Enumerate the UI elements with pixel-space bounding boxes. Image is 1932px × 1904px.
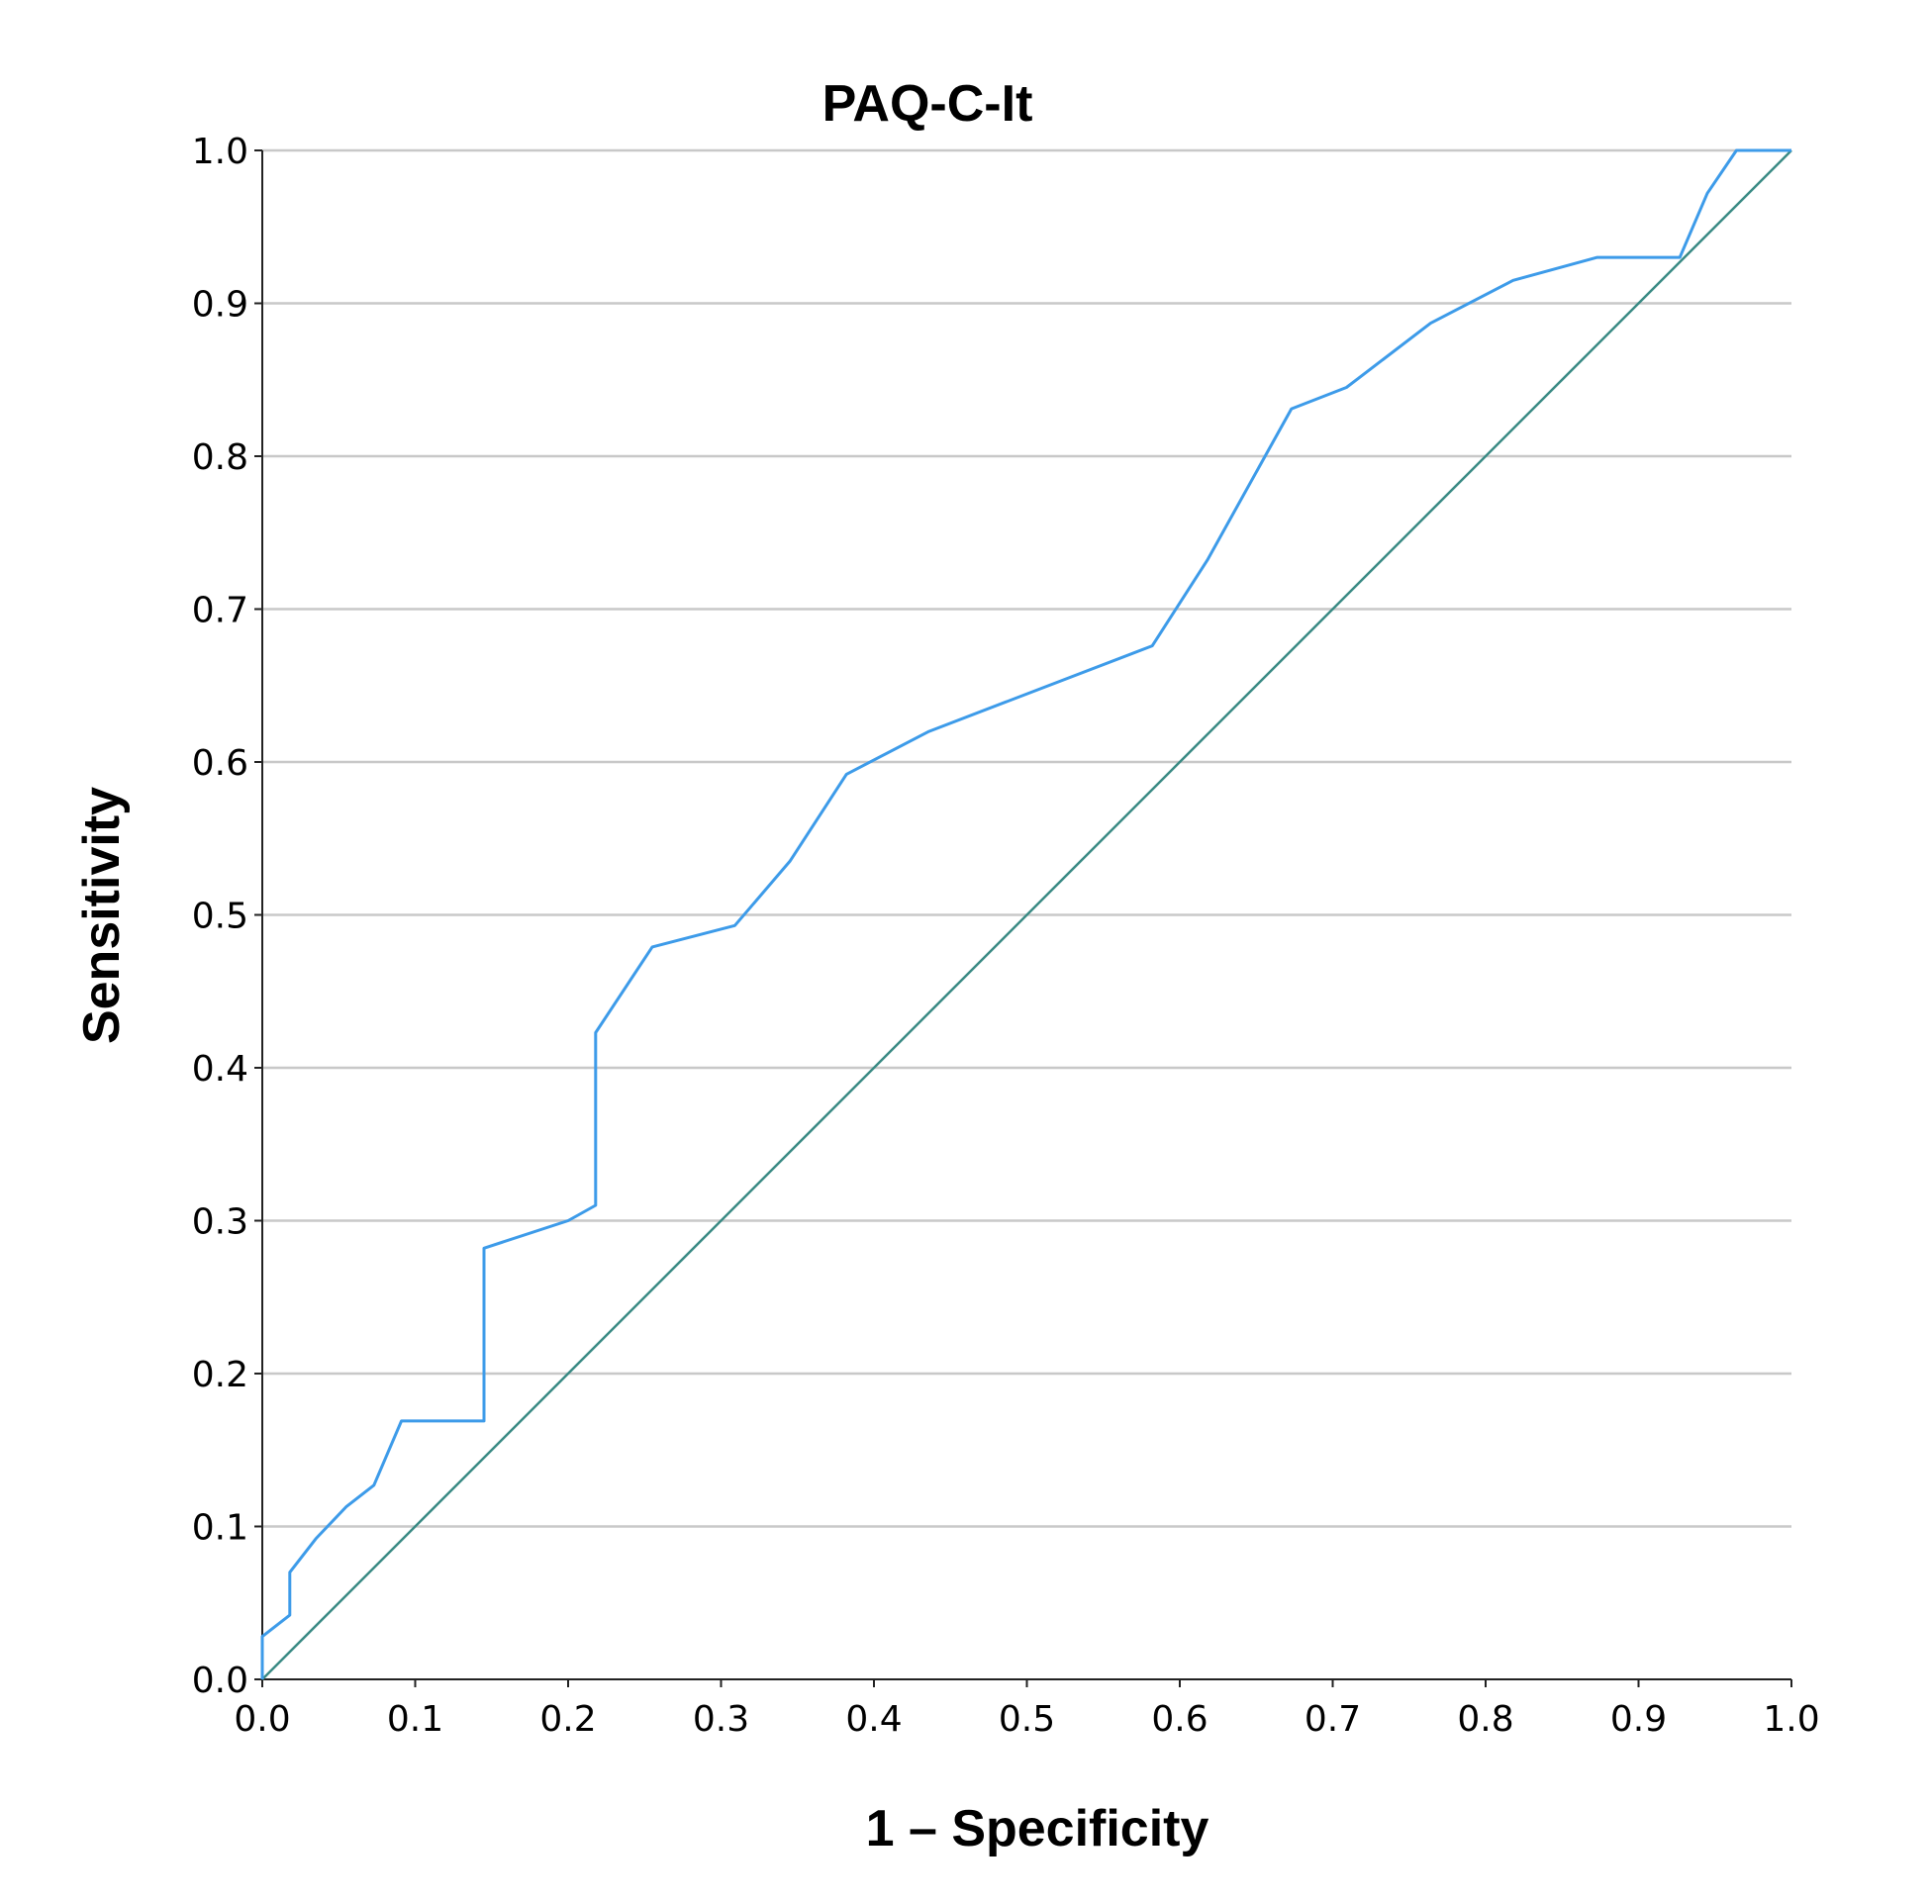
x-tick-label: 0.7 — [1304, 1699, 1361, 1740]
y-tick-label: 0.3 — [192, 1202, 248, 1243]
axes — [254, 149, 1792, 1687]
y-tick-label: 0.5 — [192, 897, 248, 937]
gridlines — [262, 148, 1791, 1528]
y-tick-label: 0.6 — [192, 743, 248, 784]
y-tick-label: 0.0 — [192, 1661, 248, 1701]
y-tick-label: 1.0 — [192, 132, 248, 172]
y-tick-label: 0.4 — [192, 1049, 248, 1090]
x-tick-label: 0.3 — [693, 1699, 749, 1740]
y-tick-label: 0.9 — [192, 285, 248, 326]
x-tick-label: 0.1 — [387, 1699, 443, 1740]
x-tick-label: 0.9 — [1610, 1699, 1667, 1740]
x-tick-label: 0.4 — [845, 1699, 902, 1740]
x-tick-labels: 0.0 0.1 0.2 0.3 0.4 0.5 0.6 0.7 0.8 0.9 1.0 — [234, 1699, 1819, 1740]
y-tick-label: 0.7 — [192, 591, 248, 631]
chart-title: PAQ-C-It — [822, 75, 1033, 133]
series-lines — [260, 148, 1792, 1680]
x-tick-label: 0.6 — [1151, 1699, 1208, 1740]
y-axis-label: Sensitivity — [73, 787, 131, 1044]
reference-line — [261, 149, 1792, 1680]
y-tick-label: 0.1 — [192, 1508, 248, 1549]
x-axis-label: 1 – Specificity — [866, 1800, 1209, 1857]
y-tick-label: 0.2 — [192, 1355, 248, 1395]
x-tick-label: 0.5 — [999, 1699, 1055, 1740]
x-tick-label: 0.8 — [1457, 1699, 1513, 1740]
x-tick-label: 0.2 — [539, 1699, 596, 1740]
y-tick-label: 0.8 — [192, 437, 248, 478]
y-tick-labels: 0.0 0.1 0.2 0.3 0.4 0.5 0.6 0.7 0.8 0.9 1.0 — [192, 132, 248, 1701]
x-tick-label: 0.0 — [234, 1699, 290, 1740]
x-tick-label: 1.0 — [1763, 1699, 1819, 1740]
